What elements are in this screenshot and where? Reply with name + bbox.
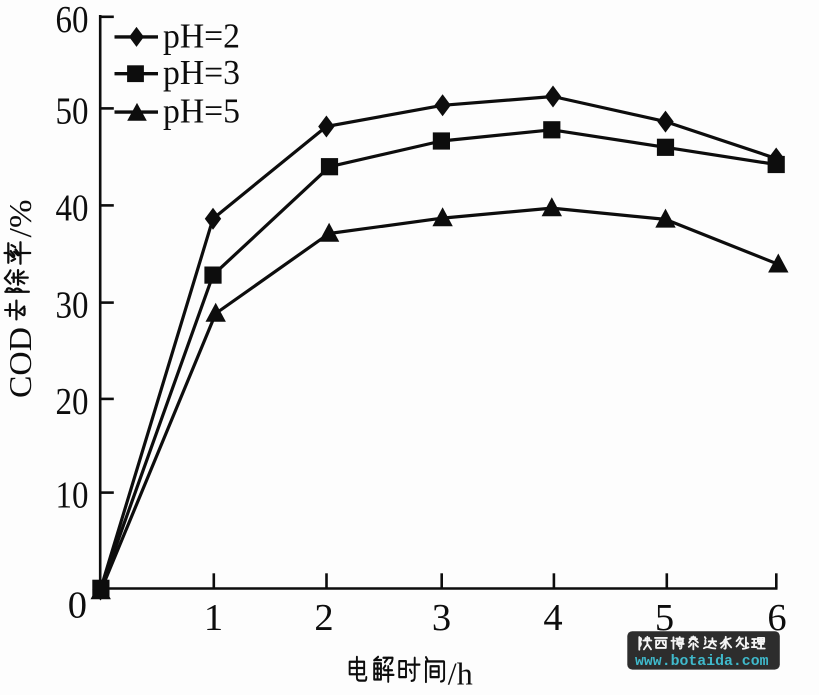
svg-text:4: 4 (543, 597, 562, 639)
svg-text:20: 20 (56, 381, 89, 423)
svg-text:10: 10 (56, 475, 89, 517)
svg-text:3: 3 (432, 597, 451, 639)
svg-text:50: 50 (56, 90, 89, 132)
svg-text:2: 2 (314, 597, 333, 639)
svg-text:30: 30 (56, 285, 89, 327)
svg-text:40: 40 (56, 187, 89, 229)
svg-text:/%: /% (2, 200, 38, 238)
svg-text:5: 5 (655, 597, 674, 639)
svg-text:6: 6 (767, 597, 786, 639)
svg-text:pH=3: pH=3 (163, 53, 240, 92)
svg-text:pH=5: pH=5 (163, 92, 240, 131)
svg-text:0: 0 (68, 585, 87, 627)
svg-text:/h: /h (448, 656, 473, 692)
svg-text:COD: COD (2, 327, 38, 398)
svg-text:60: 60 (56, 0, 89, 41)
svg-text:pH=2: pH=2 (163, 16, 240, 55)
svg-text:1: 1 (204, 597, 223, 639)
svg-text:www.botaida.com: www.botaida.com (635, 654, 769, 670)
